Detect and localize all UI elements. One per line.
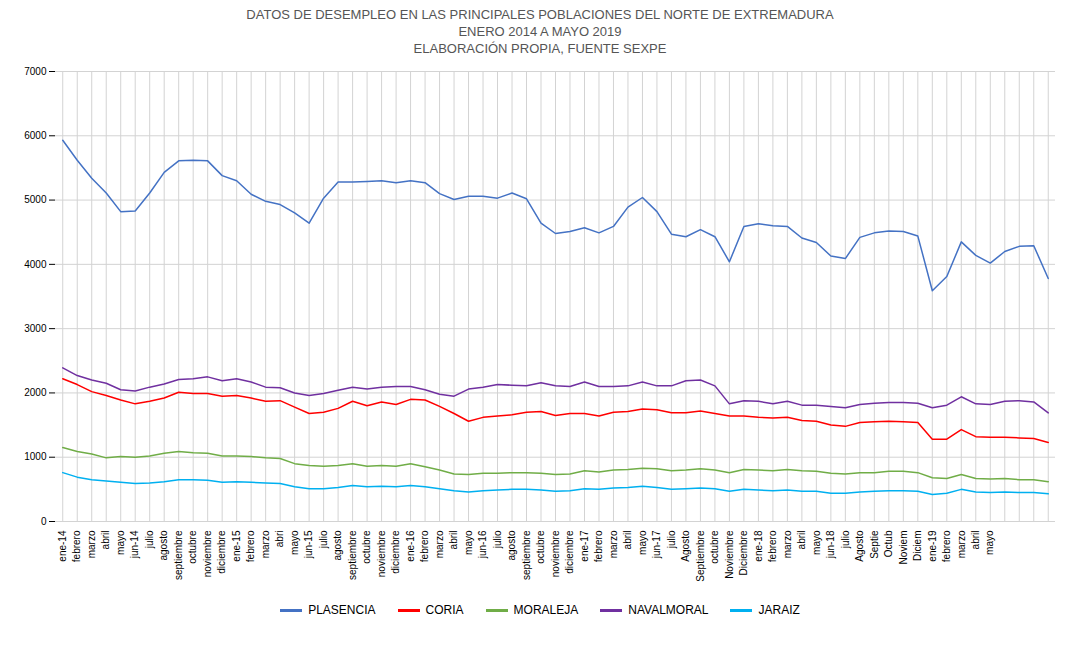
svg-text:Octub: Octub bbox=[883, 530, 894, 557]
svg-text:octubre: octubre bbox=[709, 530, 720, 564]
svg-text:jun-16: jun-16 bbox=[477, 530, 488, 559]
svg-text:Noviem: Noviem bbox=[898, 531, 909, 565]
svg-text:mayo: mayo bbox=[811, 530, 822, 555]
svg-text:jun-17: jun-17 bbox=[651, 530, 662, 559]
svg-text:agosto: agosto bbox=[158, 530, 169, 560]
svg-text:febrero: febrero bbox=[767, 530, 778, 562]
svg-text:julio: julio bbox=[318, 530, 329, 549]
svg-text:julio: julio bbox=[492, 530, 503, 549]
html-text:PLASENCIA: PLASENCIA bbox=[308, 603, 376, 617]
html-text:CORIA: CORIA bbox=[425, 603, 464, 617]
svg-text:septiembre: septiembre bbox=[347, 530, 358, 580]
svg-text:abril: abril bbox=[448, 531, 459, 550]
html-text:JARAIZ: JARAIZ bbox=[758, 603, 800, 617]
svg-text:julio: julio bbox=[666, 530, 677, 549]
svg-text:noviembre: noviembre bbox=[550, 530, 561, 577]
svg-text:mayo: mayo bbox=[463, 530, 474, 555]
svg-text:febrero: febrero bbox=[593, 530, 604, 562]
svg-text:ene-19: ene-19 bbox=[927, 530, 938, 562]
svg-text:7000: 7000 bbox=[24, 66, 47, 77]
svg-text:ene-15: ene-15 bbox=[231, 530, 242, 562]
html-text:NAVALMORAL: NAVALMORAL bbox=[628, 603, 709, 617]
svg-text:mayo: mayo bbox=[984, 530, 995, 555]
svg-text:Agosto: Agosto bbox=[854, 530, 865, 562]
svg-text:febrero: febrero bbox=[419, 530, 430, 562]
svg-text:abril: abril bbox=[622, 531, 633, 550]
svg-text:ene-17: ene-17 bbox=[579, 530, 590, 562]
svg-text:marzo: marzo bbox=[955, 530, 966, 558]
svg-text:septiembre: septiembre bbox=[521, 530, 532, 580]
svg-text:ene-16: ene-16 bbox=[405, 530, 416, 562]
svg-text:Diciembre: Diciembre bbox=[738, 530, 749, 575]
svg-text:Noviembre: Noviembre bbox=[724, 530, 735, 579]
svg-text:marzo: marzo bbox=[86, 530, 97, 558]
svg-text:octubre: octubre bbox=[187, 530, 198, 564]
svg-text:4000: 4000 bbox=[24, 259, 47, 270]
html-text:MORALEJA: MORALEJA bbox=[513, 603, 579, 617]
svg-text:noviembre: noviembre bbox=[202, 530, 213, 577]
svg-text:febrero: febrero bbox=[71, 530, 82, 562]
svg-text:Agosto: Agosto bbox=[680, 530, 691, 562]
svg-text:3000: 3000 bbox=[24, 323, 47, 334]
svg-text:5000: 5000 bbox=[24, 194, 47, 205]
svg-text:febrero: febrero bbox=[941, 530, 952, 562]
svg-text:Septie: Septie bbox=[869, 530, 880, 559]
svg-text:septiembre: septiembre bbox=[173, 530, 184, 580]
svg-text:julio: julio bbox=[144, 530, 155, 549]
svg-text:marzo: marzo bbox=[782, 530, 793, 558]
svg-text:jun-18: jun-18 bbox=[825, 530, 836, 559]
svg-text:jun-15: jun-15 bbox=[303, 530, 314, 559]
svg-text:0: 0 bbox=[41, 516, 47, 527]
svg-text:marzo: marzo bbox=[260, 530, 271, 558]
svg-text:diciembre: diciembre bbox=[564, 530, 575, 574]
svg-text:octubre: octubre bbox=[535, 530, 546, 564]
svg-text:marzo: marzo bbox=[608, 530, 619, 558]
svg-text:Diciem: Diciem bbox=[912, 531, 923, 562]
svg-text:diciembre: diciembre bbox=[390, 530, 401, 574]
svg-text:abri: abri bbox=[274, 531, 285, 548]
svg-text:ene-18: ene-18 bbox=[753, 530, 764, 562]
svg-text:6000: 6000 bbox=[24, 130, 47, 141]
svg-text:mayo: mayo bbox=[637, 530, 648, 555]
svg-text:2000: 2000 bbox=[24, 387, 47, 398]
svg-text:noviembre: noviembre bbox=[376, 530, 387, 577]
svg-text:mayo: mayo bbox=[115, 530, 126, 555]
svg-text:ene-14: ene-14 bbox=[57, 530, 68, 562]
svg-text:diciembre: diciembre bbox=[216, 530, 227, 574]
svg-text:jun-14: jun-14 bbox=[129, 530, 140, 559]
svg-text:febrero: febrero bbox=[245, 530, 256, 562]
svg-text:abril: abril bbox=[970, 531, 981, 550]
svg-text:abril: abril bbox=[100, 531, 111, 550]
svg-text:agosto: agosto bbox=[506, 530, 517, 560]
svg-text:octubre: octubre bbox=[361, 530, 372, 564]
svg-text:agosto: agosto bbox=[332, 530, 343, 560]
svg-text:marzo: marzo bbox=[434, 530, 445, 558]
svg-text:mayo: mayo bbox=[289, 530, 300, 555]
svg-text:Septiembre: Septiembre bbox=[695, 530, 706, 582]
svg-text:abril: abril bbox=[796, 531, 807, 550]
html-text:DATOS DE DESEMPLEO EN LAS PRIN: DATOS DE DESEMPLEO EN LAS PRINCIPALES PO… bbox=[246, 7, 834, 56]
svg-text:julio: julio bbox=[840, 530, 851, 549]
svg-text:1000: 1000 bbox=[24, 451, 47, 462]
